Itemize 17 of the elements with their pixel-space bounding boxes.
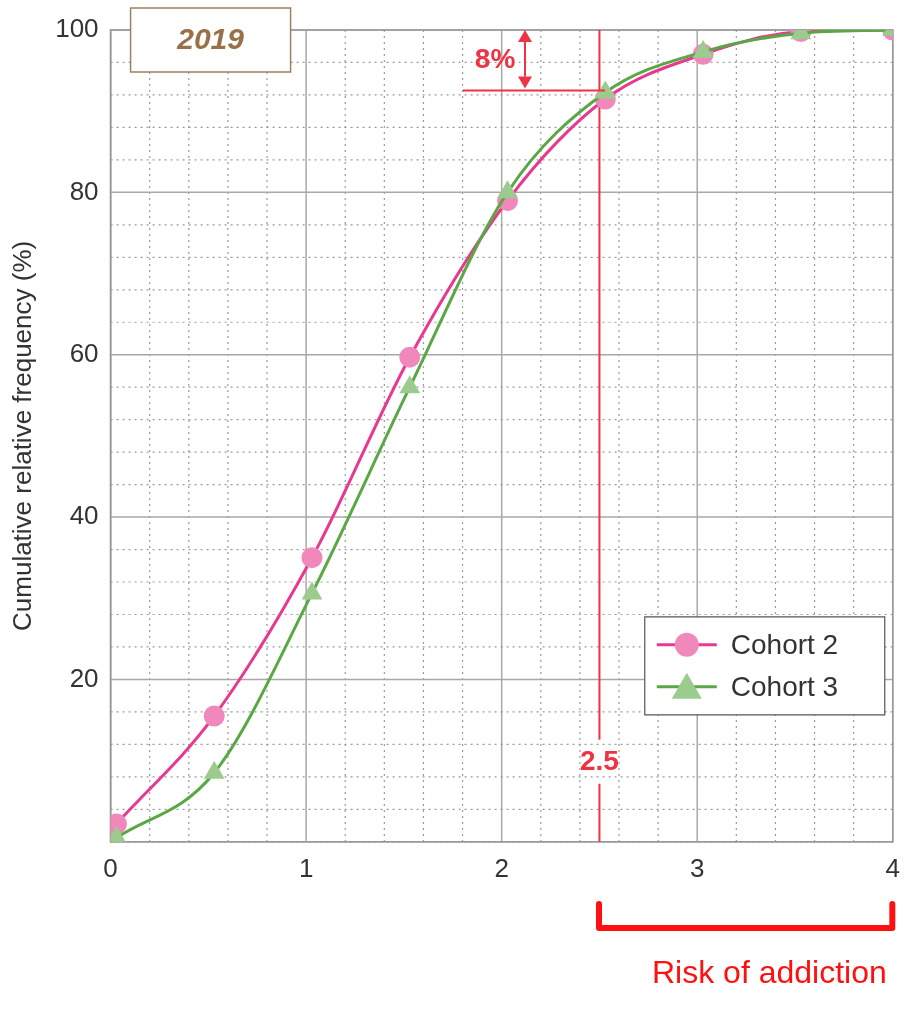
legend-label: Cohort 3 bbox=[730, 670, 839, 702]
x-tick-label: 0 bbox=[103, 852, 118, 883]
x-tick-label: 1 bbox=[298, 852, 314, 883]
annotation: 8% bbox=[474, 42, 516, 74]
y-tick-label: 40 bbox=[69, 500, 99, 531]
x-tick-label: 3 bbox=[689, 852, 705, 883]
ref-line-label: 2.5 bbox=[579, 744, 619, 776]
y-tick-label: 60 bbox=[69, 337, 99, 368]
x-tick-label: 4 bbox=[885, 852, 900, 883]
y-tick-label: 100 bbox=[55, 13, 99, 44]
y-tick-label: 20 bbox=[69, 662, 99, 693]
y-axis-title: Cumulative relative frequency (%) bbox=[6, 240, 37, 631]
chart-title: 2019 bbox=[176, 22, 245, 56]
text: Risk of addiction bbox=[651, 953, 887, 990]
y-tick-label: 80 bbox=[69, 175, 99, 206]
legend-label: Cohort 2 bbox=[730, 628, 839, 660]
x-tick-label: 2 bbox=[494, 852, 509, 883]
